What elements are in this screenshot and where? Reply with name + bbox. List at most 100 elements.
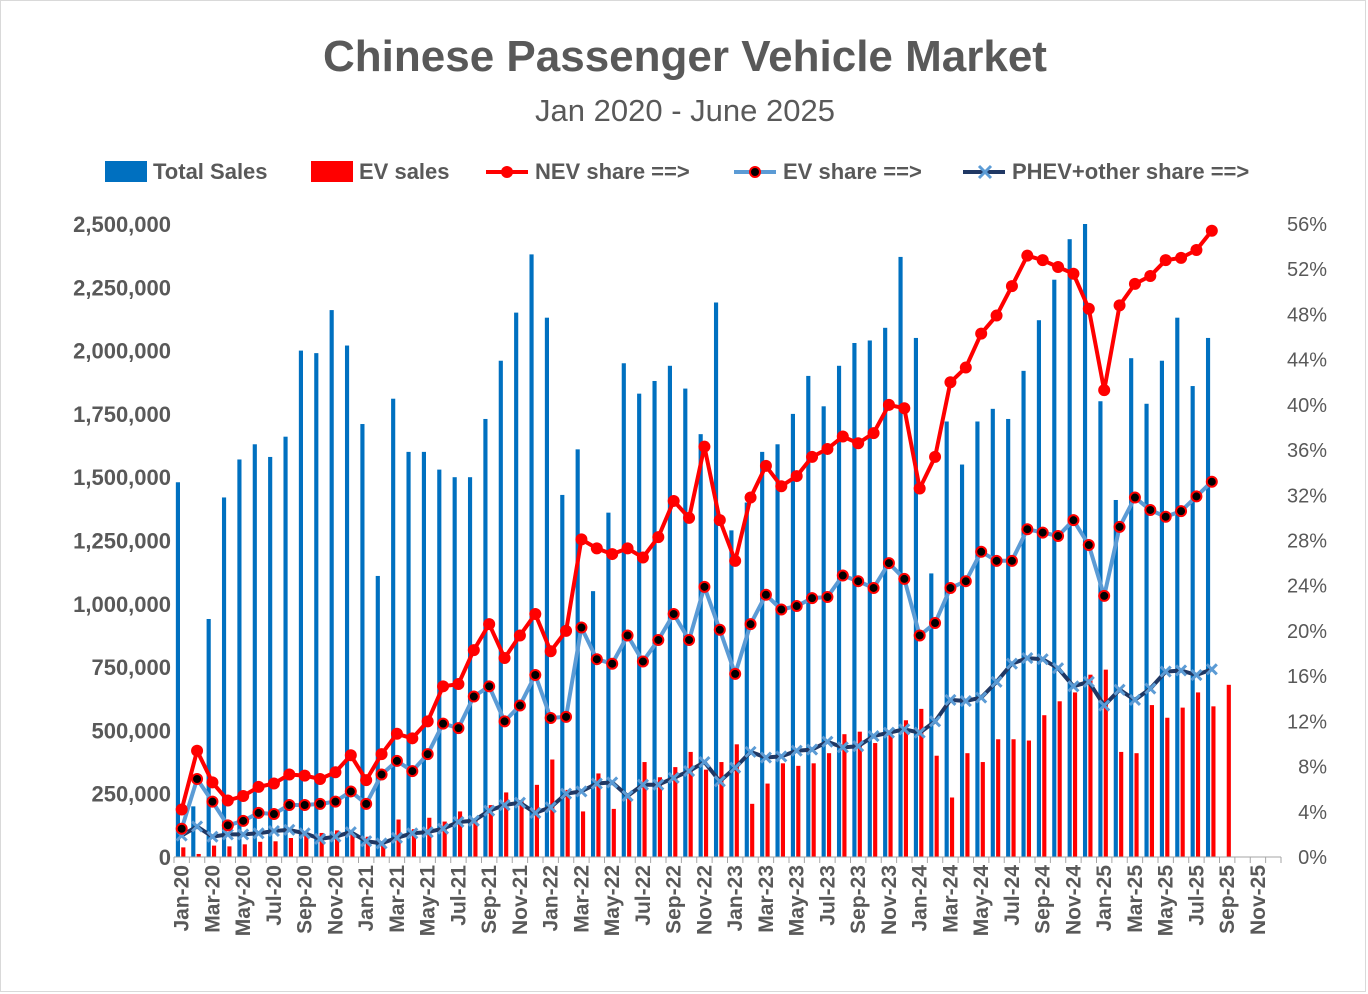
legend-item-phev-share[interactable]: PHEV+other share ==> xyxy=(963,159,1249,184)
bar-total-sales xyxy=(1205,337,1211,857)
x-tick-label: Mar-25 xyxy=(1124,865,1147,933)
marker-nev-share xyxy=(913,482,926,495)
marker-nev-share xyxy=(790,470,803,483)
marker-phev-share xyxy=(221,828,234,841)
bar-ev-sales xyxy=(411,829,417,857)
marker-ev-share xyxy=(1190,490,1203,503)
marker-nev-share xyxy=(344,749,357,762)
marker-phev-share xyxy=(1159,665,1172,678)
legend-item-ev-sales[interactable]: EV sales xyxy=(311,159,450,184)
marker-nev-share xyxy=(237,789,250,802)
legend-label-nev-share: NEV share ==> xyxy=(535,159,690,184)
marker-ev-share xyxy=(1021,523,1034,536)
bar-total-sales xyxy=(729,530,734,857)
marker-phev-share xyxy=(452,815,465,829)
bar-total-sales xyxy=(314,353,319,857)
marker-phev-share xyxy=(621,789,634,803)
marker-nev-share xyxy=(929,450,942,463)
marker-phev-share xyxy=(560,787,573,800)
marker-nev-share xyxy=(959,361,972,374)
marker-nev-share xyxy=(452,678,465,691)
marker-phev-share xyxy=(944,693,957,706)
marker-nev-share xyxy=(221,794,234,807)
marker-nev-share xyxy=(283,768,296,781)
bar-ev-sales xyxy=(288,838,294,857)
bar-total-sales xyxy=(360,424,365,857)
bar-ev-sales xyxy=(642,762,647,857)
x-tick-label: May-20 xyxy=(232,865,255,936)
marker-ev-share xyxy=(283,799,296,812)
y-tick-label: 2,250,000 xyxy=(73,275,171,300)
marker-ev-share xyxy=(1082,539,1095,552)
bar-total-sales xyxy=(1021,370,1026,857)
marker-phev-share xyxy=(575,785,588,798)
marker-ev-share xyxy=(590,653,603,666)
marker-nev-share xyxy=(175,803,188,816)
bar-ev-sales xyxy=(1226,684,1231,857)
marker-ev-share xyxy=(759,588,772,601)
bar-ev-sales xyxy=(258,841,263,857)
y-tick-label: 1,500,000 xyxy=(73,465,171,490)
marker-nev-share xyxy=(375,748,388,761)
bar-total-sales xyxy=(1129,358,1134,857)
bar-total-sales xyxy=(206,618,211,857)
y-tick-label: 2,500,000 xyxy=(73,212,171,237)
y2-tick-label: 4% xyxy=(1298,802,1327,824)
marker-phev-share xyxy=(237,828,250,841)
x-tick-label: Jul-22 xyxy=(632,865,655,926)
marker-nev-share xyxy=(667,494,680,507)
bar-total-sales xyxy=(590,591,596,857)
bar-total-sales xyxy=(975,421,980,857)
bar-total-sales xyxy=(744,502,749,857)
marker-ev-share xyxy=(1067,514,1080,527)
marker-phev-share xyxy=(836,741,849,754)
marker-ev-share xyxy=(175,822,188,835)
marker-phev-share xyxy=(1113,683,1126,696)
marker-nev-share xyxy=(1098,384,1111,397)
bar-total-sales xyxy=(1113,499,1118,857)
marker-ev-share xyxy=(790,600,803,613)
marker-phev-share xyxy=(590,777,603,790)
chart-title: Chinese Passenger Vehicle Market xyxy=(323,32,1047,81)
x-tick-label: Mar-23 xyxy=(755,865,778,933)
bar-total-sales xyxy=(375,575,380,857)
legend-item-total-sales[interactable]: Total Sales xyxy=(105,159,268,184)
bar-total-sales xyxy=(913,337,918,857)
y2-tick-label: 12% xyxy=(1287,711,1327,733)
bar-ev-sales xyxy=(719,762,724,857)
y2-tick-label: 32% xyxy=(1287,485,1327,507)
bar-total-sales xyxy=(637,393,642,857)
x-axis: Jan-20 Mar-20 May-20 Jul-20 Sep-20 Nov-20 Jan-… xyxy=(171,856,1282,937)
legend-marker-ev-share xyxy=(749,166,761,178)
marker-phev-share xyxy=(483,804,496,817)
chart-subtitle: Jan 2020 - June 2025 xyxy=(535,93,835,128)
legend-item-nev-share[interactable]: NEV share ==> xyxy=(486,159,690,184)
marker-nev-share xyxy=(806,450,819,463)
marker-ev-share xyxy=(298,799,311,812)
legend-item-ev-share[interactable]: EV share ==> xyxy=(734,159,922,184)
marker-nev-share xyxy=(698,440,711,453)
bar-ev-sales xyxy=(1026,740,1032,857)
marker-ev-share xyxy=(667,607,680,620)
legend-marker-nev-share xyxy=(501,166,513,178)
bar-total-sales xyxy=(467,477,473,857)
marker-phev-share xyxy=(1021,651,1034,665)
marker-phev-share xyxy=(191,820,204,833)
marker-nev-share xyxy=(744,491,757,504)
marker-ev-share xyxy=(929,617,942,630)
bar-ev-sales xyxy=(965,753,970,857)
bar-total-sales xyxy=(1006,418,1011,857)
y-axis-right: 0% 4% 8% 12% 16% 20% 24% 28% 32% 36% 40% 44% 48% 52% 5… xyxy=(1287,214,1327,869)
bar-ev-sales xyxy=(365,836,370,857)
x-tick-label: May-24 xyxy=(970,865,993,937)
bar-ev-sales xyxy=(627,797,632,857)
marker-phev-share xyxy=(929,715,942,728)
marker-phev-share xyxy=(375,837,388,850)
x-tick-label: Jul-25 xyxy=(1185,865,1208,926)
marker-phev-share xyxy=(1098,699,1111,712)
marker-ev-share xyxy=(344,785,357,798)
x-tick-label: Jan-20 xyxy=(171,865,194,932)
bar-total-sales xyxy=(1052,279,1057,858)
marker-nev-share xyxy=(483,618,496,631)
bar-total-sales xyxy=(268,456,273,857)
